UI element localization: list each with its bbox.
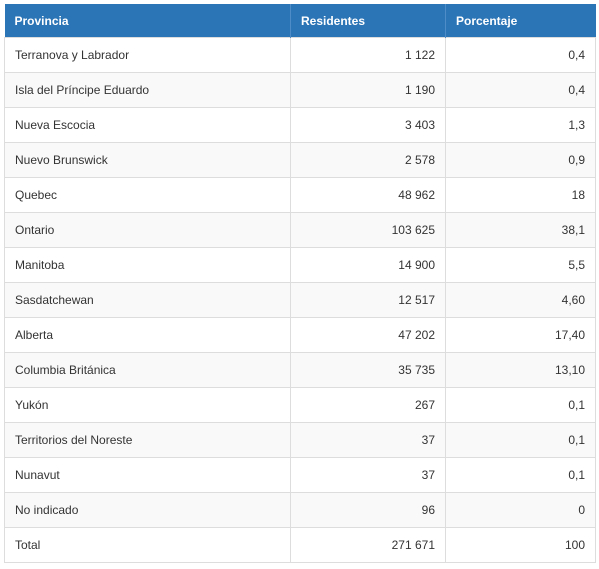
header-provincia: Provincia <box>4 4 291 38</box>
cell-residentes: 96 <box>290 492 446 528</box>
table-row-total: Total 271 671 100 <box>4 527 596 563</box>
cell-residentes: 103 625 <box>290 212 446 248</box>
cell-residentes: 12 517 <box>290 282 446 318</box>
cell-porcentaje: 13,10 <box>445 352 596 388</box>
cell-provincia: Manitoba <box>4 247 291 283</box>
cell-residentes: 271 671 <box>290 527 446 563</box>
cell-porcentaje: 0,1 <box>445 387 596 423</box>
table-header-row: Provincia Residentes Porcentaje <box>4 4 596 38</box>
table-row: Quebec 48 962 18 <box>4 177 596 213</box>
cell-residentes: 47 202 <box>290 317 446 353</box>
table-row: Nuevo Brunswick 2 578 0,9 <box>4 142 596 178</box>
cell-provincia: Nueva Escocia <box>4 107 291 143</box>
cell-porcentaje: 17,40 <box>445 317 596 353</box>
residents-by-province-table: Provincia Residentes Porcentaje Terranov… <box>4 4 596 563</box>
cell-provincia: Alberta <box>4 317 291 353</box>
cell-porcentaje: 0,4 <box>445 72 596 108</box>
cell-porcentaje: 0,9 <box>445 142 596 178</box>
header-residentes: Residentes <box>290 4 446 38</box>
table-row: Ontario 103 625 38,1 <box>4 212 596 248</box>
cell-provincia: Sasdatchewan <box>4 282 291 318</box>
cell-porcentaje: 4,60 <box>445 282 596 318</box>
cell-residentes: 48 962 <box>290 177 446 213</box>
cell-porcentaje: 0,4 <box>445 37 596 73</box>
cell-provincia: Isla del Príncipe Eduardo <box>4 72 291 108</box>
cell-provincia: No indicado <box>4 492 291 528</box>
cell-provincia: Yukón <box>4 387 291 423</box>
cell-provincia: Terranova y Labrador <box>4 37 291 73</box>
cell-provincia: Ontario <box>4 212 291 248</box>
table-row: Nunavut 37 0,1 <box>4 457 596 493</box>
cell-porcentaje: 5,5 <box>445 247 596 283</box>
table-row: Nueva Escocia 3 403 1,3 <box>4 107 596 143</box>
table-row: Terranova y Labrador 1 122 0,4 <box>4 37 596 73</box>
cell-porcentaje: 0,1 <box>445 422 596 458</box>
table-row: Manitoba 14 900 5,5 <box>4 247 596 283</box>
cell-provincia: Columbia Británica <box>4 352 291 388</box>
table-row: Isla del Príncipe Eduardo 1 190 0,4 <box>4 72 596 108</box>
residents-table-container: Provincia Residentes Porcentaje Terranov… <box>4 4 596 563</box>
cell-provincia: Total <box>4 527 291 563</box>
cell-residentes: 37 <box>290 457 446 493</box>
cell-residentes: 2 578 <box>290 142 446 178</box>
table-row: Sasdatchewan 12 517 4,60 <box>4 282 596 318</box>
cell-residentes: 3 403 <box>290 107 446 143</box>
cell-provincia: Territorios del Noreste <box>4 422 291 458</box>
cell-residentes: 35 735 <box>290 352 446 388</box>
cell-porcentaje: 1,3 <box>445 107 596 143</box>
table-row: No indicado 96 0 <box>4 492 596 528</box>
table-row: Territorios del Noreste 37 0,1 <box>4 422 596 458</box>
cell-porcentaje: 100 <box>445 527 596 563</box>
cell-porcentaje: 38,1 <box>445 212 596 248</box>
cell-porcentaje: 18 <box>445 177 596 213</box>
table-row: Columbia Británica 35 735 13,10 <box>4 352 596 388</box>
cell-residentes: 1 122 <box>290 37 446 73</box>
cell-provincia: Nunavut <box>4 457 291 493</box>
cell-residentes: 1 190 <box>290 72 446 108</box>
cell-residentes: 37 <box>290 422 446 458</box>
cell-porcentaje: 0,1 <box>445 457 596 493</box>
table-row: Alberta 47 202 17,40 <box>4 317 596 353</box>
cell-residentes: 14 900 <box>290 247 446 283</box>
header-porcentaje: Porcentaje <box>445 4 596 38</box>
cell-residentes: 267 <box>290 387 446 423</box>
table-row: Yukón 267 0,1 <box>4 387 596 423</box>
cell-provincia: Nuevo Brunswick <box>4 142 291 178</box>
cell-provincia: Quebec <box>4 177 291 213</box>
cell-porcentaje: 0 <box>445 492 596 528</box>
